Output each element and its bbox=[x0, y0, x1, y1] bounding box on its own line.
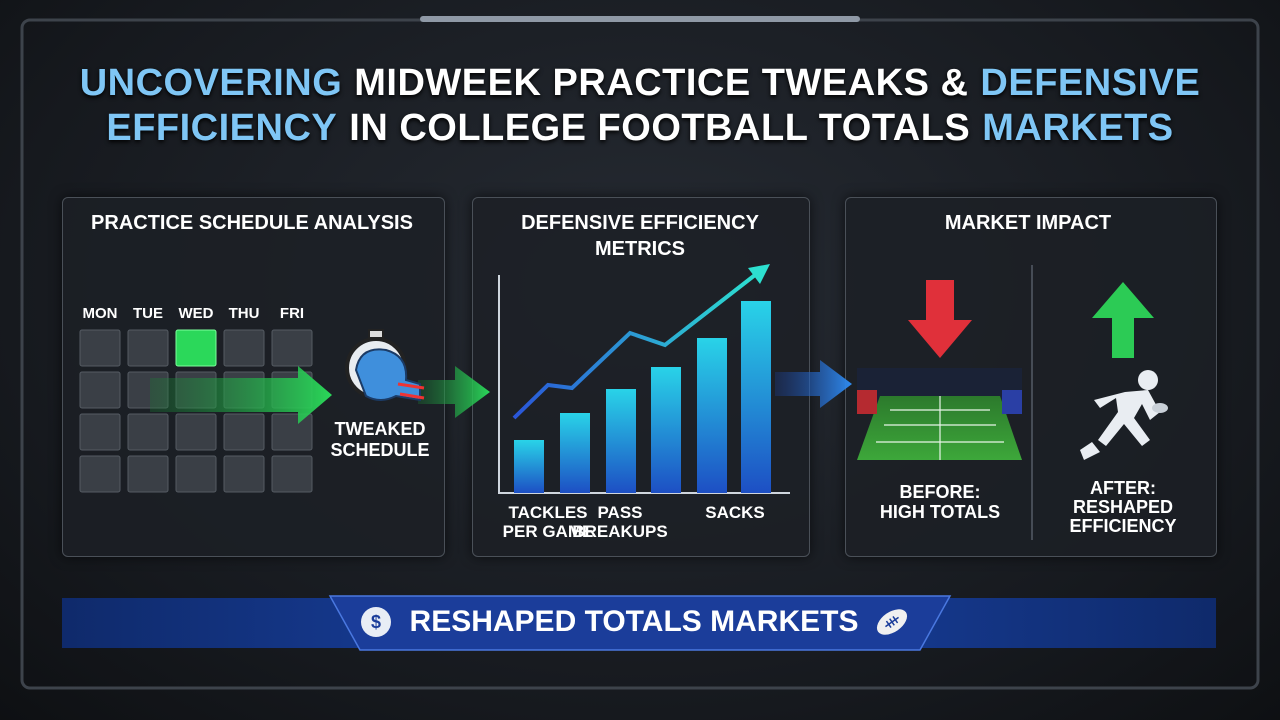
title-line: UNCOVERING MIDWEEK PRACTICE TWEAKS & DEFEN… bbox=[0, 62, 1280, 105]
schedule-cell bbox=[175, 329, 217, 367]
schedule-cell bbox=[79, 413, 121, 451]
chart bbox=[498, 264, 790, 494]
arrow bbox=[775, 360, 852, 408]
day-label: WED bbox=[178, 305, 214, 322]
metric-label: PER GAME bbox=[502, 521, 594, 541]
stadium bbox=[857, 368, 1022, 460]
schedule-cell bbox=[79, 329, 121, 367]
callout: TWEAKED bbox=[334, 419, 426, 440]
banner-badge bbox=[328, 595, 952, 651]
panel-title: MARKET IMPACT bbox=[944, 212, 1112, 234]
down-arrow bbox=[908, 280, 972, 358]
schedule-cell bbox=[223, 329, 265, 367]
title-segment: MARKETS bbox=[982, 107, 1174, 149]
schedule-cell bbox=[175, 413, 217, 451]
title-segment: MIDWEEK PRACTICE TWEAKS & bbox=[354, 62, 969, 104]
schedule-cell bbox=[127, 329, 169, 367]
schedule-cell bbox=[271, 329, 313, 367]
day-label: TUE bbox=[133, 305, 163, 322]
schedule-cell bbox=[127, 455, 169, 493]
day-label: MON bbox=[82, 305, 118, 322]
schedule-cell bbox=[223, 455, 265, 493]
schedule-cell bbox=[79, 371, 121, 409]
callout: SCHEDULE bbox=[330, 440, 430, 461]
schedule-cell bbox=[223, 413, 265, 451]
title-line: EFFICIENCY IN COLLEGE FOOTBALL TOTALS MARK… bbox=[0, 107, 1280, 150]
schedule-cell bbox=[271, 413, 313, 451]
panel-title: METRICS bbox=[595, 238, 685, 260]
banner-text: RESHAPED TOTALS MARKETS bbox=[409, 605, 859, 638]
panel-title: DEFENSIVE EFFICIENCY bbox=[521, 212, 759, 234]
after-label: AFTER: bbox=[1090, 478, 1156, 499]
title-segment: UNCOVERING bbox=[79, 62, 343, 104]
title-segment: IN COLLEGE FOOTBALL TOTALS bbox=[349, 107, 971, 149]
schedule-cell bbox=[79, 455, 121, 493]
day-label: THU bbox=[228, 305, 260, 322]
arrow bbox=[150, 366, 332, 424]
schedule-cell bbox=[271, 455, 313, 493]
before-label: HIGH TOTALS bbox=[879, 502, 1001, 523]
day-label: FRI bbox=[279, 305, 305, 322]
title-segment: DEFENSIVE bbox=[980, 62, 1201, 104]
stopwatch-helmet bbox=[345, 329, 425, 402]
football-icon bbox=[876, 609, 908, 635]
metric-label: BREAKUPS bbox=[572, 521, 668, 541]
dollar-sign: $ bbox=[370, 612, 381, 633]
after-label: EFFICIENCY bbox=[1069, 516, 1177, 537]
panel-title: PRACTICE SCHEDULE ANALYSIS bbox=[91, 212, 413, 234]
player bbox=[1080, 370, 1168, 460]
up-arrow bbox=[1092, 282, 1154, 358]
metric-label: SACKS bbox=[705, 502, 765, 522]
dollar-icon bbox=[361, 607, 391, 637]
arrow bbox=[418, 366, 490, 418]
after-label: RESHAPED bbox=[1072, 497, 1174, 518]
schedule-cell bbox=[175, 455, 217, 493]
title-segment: EFFICIENCY bbox=[106, 107, 338, 149]
frame-highlight bbox=[420, 16, 860, 22]
before-label: BEFORE: bbox=[899, 482, 981, 503]
schedule-cell bbox=[127, 413, 169, 451]
metric-label: PASS bbox=[597, 502, 643, 522]
metric-label: TACKLES bbox=[508, 502, 588, 522]
